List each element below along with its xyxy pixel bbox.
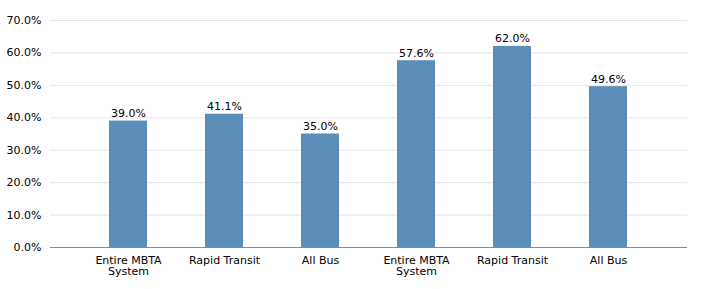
svg-text:All Bus: All Bus bbox=[590, 254, 628, 267]
svg-text:62.0%: 62.0% bbox=[495, 32, 530, 45]
svg-text:Entire MBTASystem: Entire MBTASystem bbox=[383, 254, 450, 278]
svg-text:41.1%: 41.1% bbox=[207, 100, 242, 113]
svg-text:0.0%: 0.0% bbox=[14, 241, 42, 254]
svg-text:50.0%: 50.0% bbox=[7, 79, 42, 92]
svg-text:60.0%: 60.0% bbox=[7, 46, 42, 59]
svg-text:70.0%: 70.0% bbox=[7, 14, 42, 27]
svg-text:20.0%: 20.0% bbox=[7, 176, 42, 189]
svg-text:Rapid Transit: Rapid Transit bbox=[189, 254, 261, 267]
svg-text:Rapid Transit: Rapid Transit bbox=[477, 254, 549, 267]
svg-text:49.6%: 49.6% bbox=[591, 73, 626, 86]
svg-text:35.0%: 35.0% bbox=[303, 120, 338, 133]
svg-text:All Bus: All Bus bbox=[302, 254, 340, 267]
svg-text:30.0%: 30.0% bbox=[7, 144, 42, 157]
svg-text:40.0%: 40.0% bbox=[7, 111, 42, 124]
svg-text:10.0%: 10.0% bbox=[7, 209, 42, 222]
svg-text:39.0%: 39.0% bbox=[111, 107, 146, 120]
svg-text:Entire MBTASystem: Entire MBTASystem bbox=[95, 254, 162, 278]
svg-text:57.6%: 57.6% bbox=[399, 47, 434, 60]
